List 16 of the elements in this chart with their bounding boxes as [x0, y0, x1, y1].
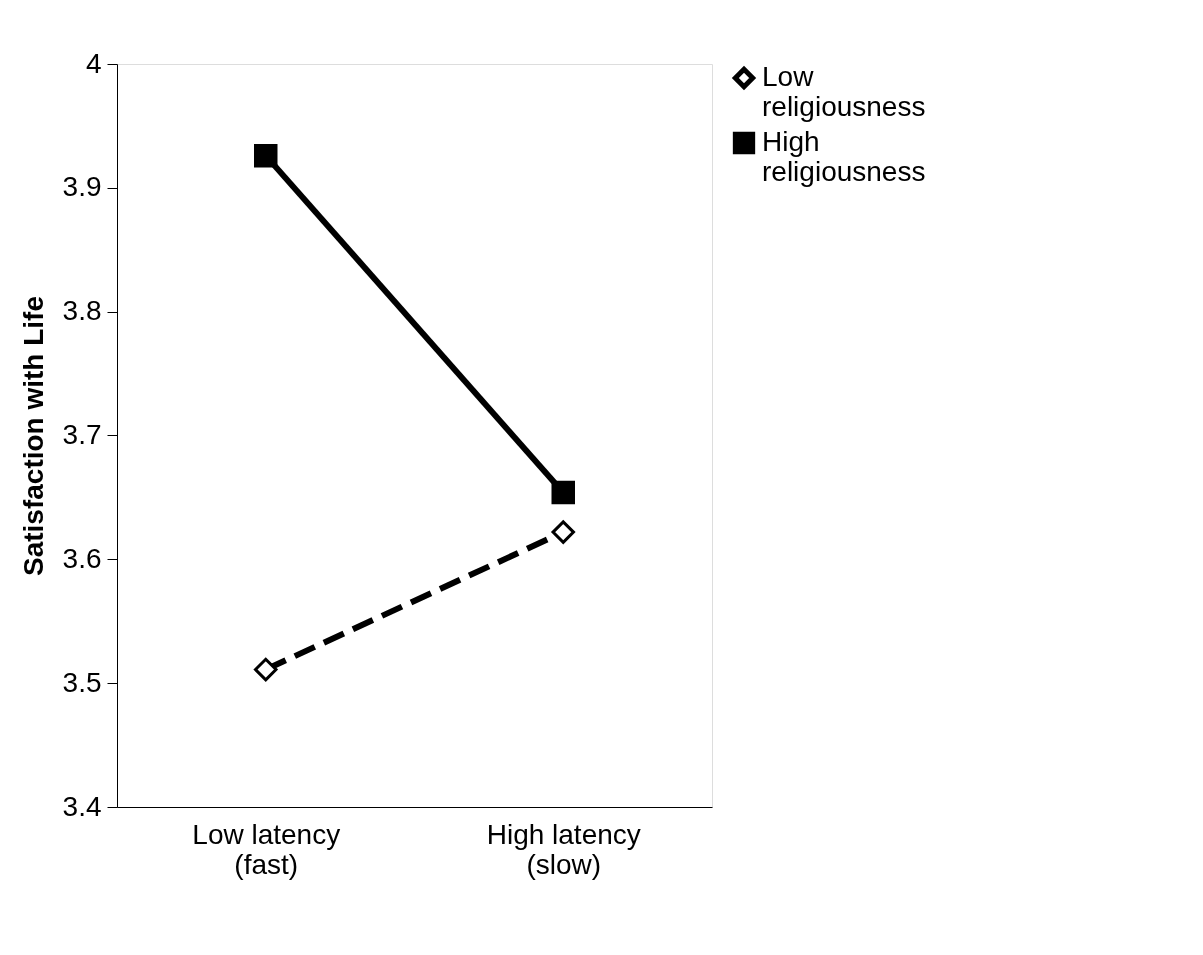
point [254, 657, 278, 682]
y-tick-label: 3.6 [62, 542, 102, 574]
legend-label: Low religiousness [762, 61, 926, 122]
y-tick-label: 3.5 [62, 666, 102, 698]
y-tick-label: 3.9 [62, 171, 102, 203]
point [254, 143, 278, 168]
legend-label: High religiousness [762, 126, 926, 187]
x-tick-label: Low latency (fast) [192, 818, 341, 880]
point [551, 480, 575, 505]
y-tick-label: 4 [85, 47, 102, 79]
x-tick-label: High latency (slow) [486, 818, 641, 880]
y-tick-label: 3.4 [62, 790, 102, 822]
y-tick-label: 3.8 [62, 295, 102, 327]
y-tick-label: 3.7 [62, 419, 102, 450]
point [551, 520, 575, 544]
y-axis-title: Satisfaction with Life [17, 295, 49, 577]
